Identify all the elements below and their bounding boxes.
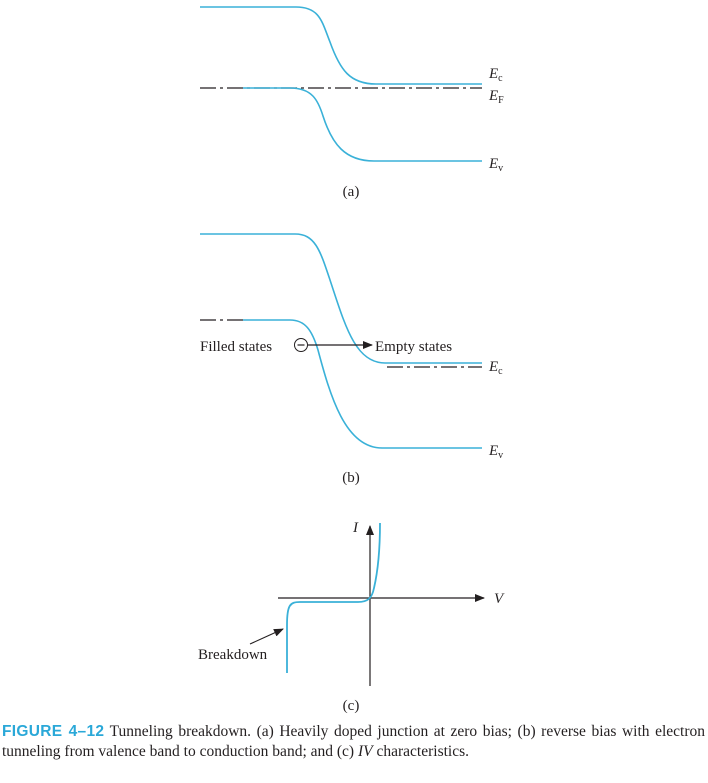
panel-c-label: (c) — [343, 698, 360, 714]
panel-b: Filled states Empty states Ec Ev (b) — [200, 233, 503, 486]
breakdown-arrow — [249, 628, 284, 645]
figure-caption: FIGURE 4–12 Tunneling breakdown. (a) Hea… — [2, 722, 705, 762]
caption-iv: IV — [357, 743, 373, 760]
caption-text-1: Tunneling breakdown. (a) Heavily doped j… — [2, 723, 705, 760]
panel-c: I V Breakdown (c) — [198, 520, 505, 714]
valence-band-a — [243, 87, 482, 162]
iv-curve — [286, 522, 381, 673]
svg-text:Ev: Ev — [488, 443, 503, 461]
empty-states-label: Empty states — [375, 339, 452, 355]
panel-a-label: (a) — [343, 184, 360, 200]
breakdown-label: Breakdown — [198, 647, 268, 663]
svg-text:EF: EF — [488, 88, 504, 106]
figure-number: FIGURE 4–12 — [2, 723, 105, 740]
v-axis-label: V — [494, 591, 505, 607]
svg-text:Ec: Ec — [488, 66, 503, 84]
figure-diagrams: Ec EF Ev (a) Filled states Empty states … — [198, 6, 505, 714]
svg-text:Ec: Ec — [488, 359, 503, 377]
panel-b-label: (b) — [342, 470, 360, 486]
filled-states-label: Filled states — [200, 339, 272, 355]
caption-text-2: characteristics. — [372, 743, 469, 760]
panel-a: Ec EF Ev (a) — [200, 6, 504, 200]
conduction-band-b — [200, 233, 482, 364]
i-axis-label: I — [352, 520, 359, 536]
svg-text:Ev: Ev — [488, 156, 503, 174]
conduction-band-a — [200, 6, 482, 85]
valence-band-b — [243, 319, 482, 449]
